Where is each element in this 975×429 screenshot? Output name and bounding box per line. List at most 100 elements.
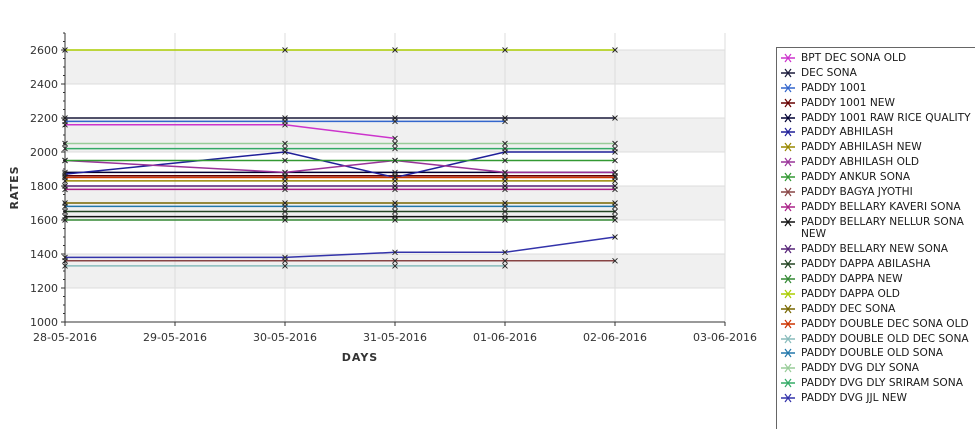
legend-label: PADDY 1001 NEW: [801, 96, 895, 109]
data-point: [282, 183, 288, 189]
legend-item: PADDY 1001 RAW RICE QUALITY: [777, 112, 975, 125]
series-paddy-bagya-jyothi: [62, 257, 618, 264]
data-point: [282, 263, 288, 269]
legend-label: PADDY ABHILASH: [801, 126, 894, 139]
legend-item: PADDY DOUBLE DEC SONA OLD: [777, 318, 975, 331]
data-point: [502, 118, 508, 125]
data-point: [392, 135, 398, 142]
data-point: [392, 183, 398, 189]
data-point: [612, 217, 618, 223]
x-tick-label: 30-05-2016: [253, 331, 317, 344]
series-paddy-dvg-dly-sona: [62, 140, 618, 147]
legend-item: PADDY DOUBLE OLD DEC SONA: [777, 333, 975, 346]
data-point: [392, 47, 398, 53]
series-paddy-1001: [62, 118, 508, 125]
legend-marker-icon: [781, 202, 795, 212]
series-paddy-dappa-old: [62, 47, 618, 53]
data-point: [612, 234, 618, 240]
legend-label: PADDY DVG DLY SONA: [801, 362, 920, 375]
data-point: [392, 249, 398, 256]
data-point: [502, 203, 508, 210]
data-point: [282, 169, 288, 176]
data-point: [612, 47, 618, 53]
legend-item: PADDY BELLARY KAVERI SONA: [777, 201, 975, 214]
data-point: [392, 140, 398, 147]
legend-item: DEC SONA: [777, 67, 975, 80]
data-point: [392, 145, 398, 152]
data-point: [502, 263, 508, 269]
x-tick-label: 03-06-2016: [693, 331, 757, 344]
series-paddy-dappa-new: [62, 217, 618, 223]
legend-label: PADDY ANKUR SONA: [801, 171, 911, 184]
legend-label: DEC SONA: [801, 66, 857, 79]
legend-label: PADDY 1001 RAW RICE QUALITY: [801, 111, 971, 124]
data-point: [612, 157, 618, 164]
data-point: [612, 257, 618, 264]
y-axis-title: RATES: [8, 165, 21, 209]
data-point: [62, 157, 68, 164]
legend-item: PADDY DOUBLE OLD SONA: [777, 347, 975, 360]
data-point: [612, 174, 618, 181]
legend-item: PADDY DAPPA NEW: [777, 273, 975, 286]
data-point: [62, 140, 68, 147]
legend-marker-icon: [781, 157, 795, 167]
data-point: [502, 145, 508, 152]
data-point: [392, 174, 398, 181]
series-paddy-double-dec-sona-old: [62, 174, 618, 181]
data-point: [502, 169, 508, 176]
legend-label: PADDY DOUBLE DEC SONA OLD: [801, 317, 969, 330]
series-paddy-dvg-dly-sriram-sona: [62, 145, 618, 152]
legend-label: BPT DEC SONA OLD: [801, 52, 907, 64]
legend-marker-icon: [781, 378, 795, 388]
data-point: [502, 208, 508, 215]
data-point: [282, 140, 288, 147]
x-tick-label: 01-06-2016: [473, 331, 537, 344]
data-point: [612, 169, 618, 176]
data-point: [62, 263, 68, 269]
y-tick-label: 1000: [30, 316, 58, 329]
data-point: [62, 47, 68, 53]
series-paddy-double-old-sona: [62, 203, 618, 210]
data-point: [502, 257, 508, 264]
series-paddy-dappa-abilasha: [62, 208, 618, 215]
data-point: [62, 203, 68, 210]
series-lines: [62, 47, 618, 269]
x-tick-label: 02-06-2016: [583, 331, 647, 344]
data-point: [392, 118, 398, 125]
legend-label: PADDY ABHILASH OLD: [801, 156, 919, 169]
line-chart: 1000 1200 1400 1600 1800 2000 2200 2400 2600 28-0…: [8, 32, 757, 364]
legend-item: PADDY 1001: [777, 82, 975, 95]
data-point: [612, 140, 618, 147]
legend-label: PADDY DAPPA NEW: [801, 272, 903, 285]
data-point: [62, 217, 68, 223]
chart-area: 1000 1200 1400 1600 1800 2000 2200 2400 2600 28-0…: [8, 32, 757, 364]
y-tick-label: 2000: [30, 146, 58, 159]
data-point: [502, 249, 508, 256]
legend-item: PADDY BAGYA JYOTHI: [777, 186, 975, 199]
data-point: [62, 118, 68, 125]
x-tick-label: 31-05-2016: [363, 331, 427, 344]
y-tick-label: 2200: [30, 112, 58, 125]
series-paddy-bellary-new-sona: [62, 183, 618, 189]
data-point: [502, 183, 508, 189]
data-point: [62, 145, 68, 152]
data-point: [502, 217, 508, 223]
legend-item: PADDY BELLARY NEW SONA: [777, 243, 975, 256]
data-point: [282, 145, 288, 152]
legend-marker-icon: [781, 98, 795, 108]
legend-marker-icon: [781, 289, 795, 299]
legend-label: PADDY DOUBLE OLD SONA: [801, 347, 944, 360]
legend-item: BPT DEC SONA OLD: [777, 52, 975, 65]
data-point: [282, 254, 288, 261]
legend-item: PADDY ANKUR SONA: [777, 171, 975, 184]
series-paddy-dvg-jjl-new: [62, 234, 618, 261]
legend-marker-icon: [781, 274, 795, 284]
legend-label: PADDY ABHILASH NEW: [801, 141, 922, 154]
data-point: [282, 47, 288, 53]
data-point: [282, 203, 288, 210]
legend-marker-icon: [781, 349, 795, 358]
legend-item: PADDY DEC SONA: [777, 303, 975, 316]
data-point: [62, 174, 68, 181]
y-tick-label: 1200: [30, 282, 58, 295]
legend-marker-icon: [781, 244, 795, 254]
